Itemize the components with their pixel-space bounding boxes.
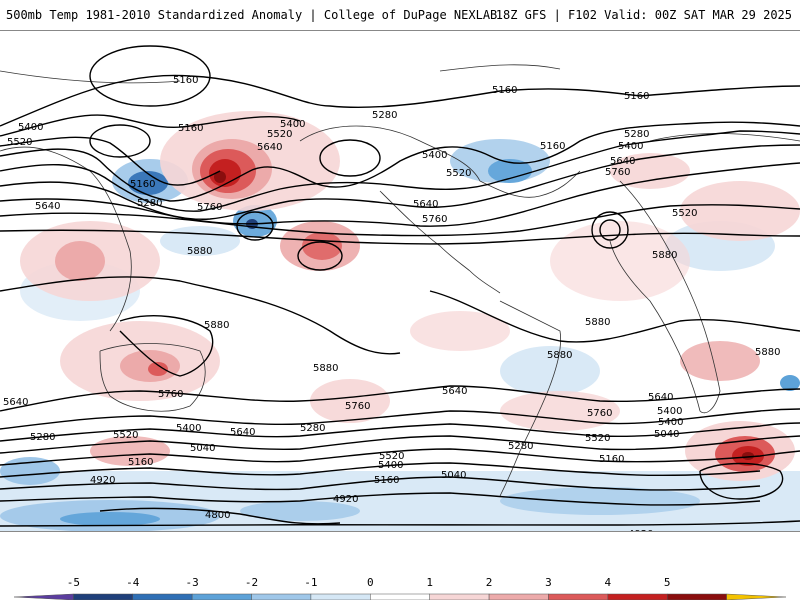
colorbar-scale bbox=[13, 593, 787, 600]
contour-label: 4800 bbox=[205, 510, 230, 521]
contour-label: 5880 bbox=[652, 250, 677, 261]
colorbar-segment bbox=[191, 593, 252, 600]
contour-label: 5520 bbox=[379, 451, 404, 462]
colorbar-segment bbox=[132, 593, 193, 600]
contour-label: 4920 bbox=[333, 494, 358, 505]
contour-label: 5280 bbox=[372, 110, 397, 121]
colorbar-tick-label: 2 bbox=[485, 576, 493, 589]
contour-label: 5880 bbox=[187, 246, 212, 257]
map-panel: 5160 5160 5160 5160 5400 5520 5400 5520 … bbox=[0, 30, 800, 532]
contour-label: 5040 bbox=[441, 470, 466, 481]
contour-label: 5400 bbox=[422, 150, 447, 161]
contour-label: 5640 bbox=[442, 386, 467, 397]
contour-label: 5160 bbox=[130, 179, 155, 190]
colorbar-segment bbox=[73, 593, 134, 600]
colorbar-segment bbox=[666, 593, 727, 600]
model-run-info: 18Z GFS | F102 Valid: 00Z SAT MAR 29 202… bbox=[495, 8, 792, 22]
contour-label: 5400 bbox=[378, 460, 403, 471]
colorbar-tick-label: 3 bbox=[545, 576, 552, 589]
colorbar-tick-label: 0 bbox=[366, 576, 374, 589]
contour-label: 5160 bbox=[492, 85, 517, 96]
contour-label: 5880 bbox=[547, 350, 572, 361]
contour-label: 5760 bbox=[345, 401, 370, 412]
contour-label: 5520 bbox=[672, 208, 697, 219]
contour-label: 5040 bbox=[654, 429, 679, 440]
contour-label: 5880 bbox=[585, 317, 610, 328]
colorbar-segment bbox=[548, 593, 609, 600]
colorbar-segment bbox=[251, 593, 312, 600]
contour-label: 5760 bbox=[587, 408, 612, 419]
contour-label: 5400 bbox=[176, 423, 201, 434]
colorbar-segment bbox=[429, 593, 490, 600]
warm-anomaly-shading bbox=[20, 111, 800, 481]
colorbar-tick-label: -5 bbox=[66, 576, 80, 589]
colorbar-segment bbox=[13, 593, 74, 600]
contour-label: 5520 bbox=[446, 168, 471, 179]
colorbar-segment bbox=[726, 593, 787, 600]
coastlines bbox=[0, 64, 800, 497]
contour-label: 5280 bbox=[624, 129, 649, 140]
contour-label: 5400 bbox=[18, 122, 43, 133]
colorbar-tick-label: -4 bbox=[126, 576, 140, 589]
contour-label: 5400 bbox=[657, 406, 682, 417]
contour-label: 5760 bbox=[158, 389, 183, 400]
contour-label: 5640 bbox=[35, 201, 60, 212]
colorbar: -5 -4 -3 -2 -1 0 1 2 3 4 5 bbox=[0, 570, 800, 600]
colorbar-tick-label: 1 bbox=[426, 576, 433, 589]
contour-label: 5520 bbox=[585, 433, 610, 444]
contour-label: 5640 bbox=[648, 392, 673, 403]
header: 500mb Temp 1981-2010 Standardized Anomal… bbox=[0, 0, 800, 30]
contour-label: 5160 bbox=[540, 141, 565, 152]
contour-labels: 5160 5160 5160 5160 5400 5520 5400 5520 … bbox=[3, 75, 780, 531]
contour-label: 5160 bbox=[599, 454, 624, 465]
contour-label: 5760 bbox=[197, 202, 222, 213]
contour-label: 5880 bbox=[755, 347, 780, 358]
contour-label: 5640 bbox=[610, 156, 635, 167]
colorbar-segment bbox=[607, 593, 668, 600]
contour-label: 5160 bbox=[173, 75, 198, 86]
contour-label: 5520 bbox=[7, 137, 32, 148]
colorbar-segment bbox=[310, 593, 371, 600]
contour-label: 5520 bbox=[113, 430, 138, 441]
cold-anomaly-shading bbox=[0, 139, 800, 531]
contour-label: 5640 bbox=[257, 142, 282, 153]
contour-label: 5400 bbox=[618, 141, 643, 152]
contour-label: 5160 bbox=[128, 457, 153, 468]
contour-label: 5280 bbox=[300, 423, 325, 434]
contour-label: 5760 bbox=[605, 167, 630, 178]
contour-label: 5880 bbox=[204, 320, 229, 331]
contour-label: 5160 bbox=[624, 91, 649, 102]
contour-label: 5400 bbox=[280, 119, 305, 130]
contour-label: 5040 bbox=[190, 443, 215, 454]
contour-label: 5640 bbox=[230, 427, 255, 438]
contour-label: 5400 bbox=[658, 417, 683, 428]
contour-label: 5640 bbox=[3, 397, 28, 408]
map-title: 500mb Temp 1981-2010 Standardized Anomal… bbox=[6, 8, 498, 22]
contour-label: 5280 bbox=[30, 432, 55, 443]
colorbar-segment bbox=[488, 593, 549, 600]
contour-label: 5880 bbox=[313, 363, 338, 374]
contour-label: 5280 bbox=[137, 198, 162, 209]
colorbar-segment bbox=[370, 593, 430, 600]
colorbar-tick-label: 4 bbox=[604, 576, 612, 589]
colorbar-tick-label: -3 bbox=[185, 576, 199, 589]
contour-label: 4920 bbox=[90, 475, 115, 486]
colorbar-tick-label: 5 bbox=[663, 576, 671, 589]
contour-label: 5520 bbox=[267, 129, 292, 140]
contour-label: 5760 bbox=[422, 214, 447, 225]
contour-label: 5160 bbox=[178, 123, 203, 134]
height-contours bbox=[0, 45, 800, 527]
contour-label: 5280 bbox=[508, 441, 533, 452]
contour-label: 4920 bbox=[628, 529, 653, 531]
colorbar-tick-label: -1 bbox=[304, 576, 318, 589]
contour-label: 5160 bbox=[374, 475, 399, 486]
anomaly-map: 5160 5160 5160 5160 5400 5520 5400 5520 … bbox=[0, 45, 800, 531]
colorbar-tick-label: -2 bbox=[244, 576, 259, 589]
contour-label: 5640 bbox=[413, 199, 438, 210]
